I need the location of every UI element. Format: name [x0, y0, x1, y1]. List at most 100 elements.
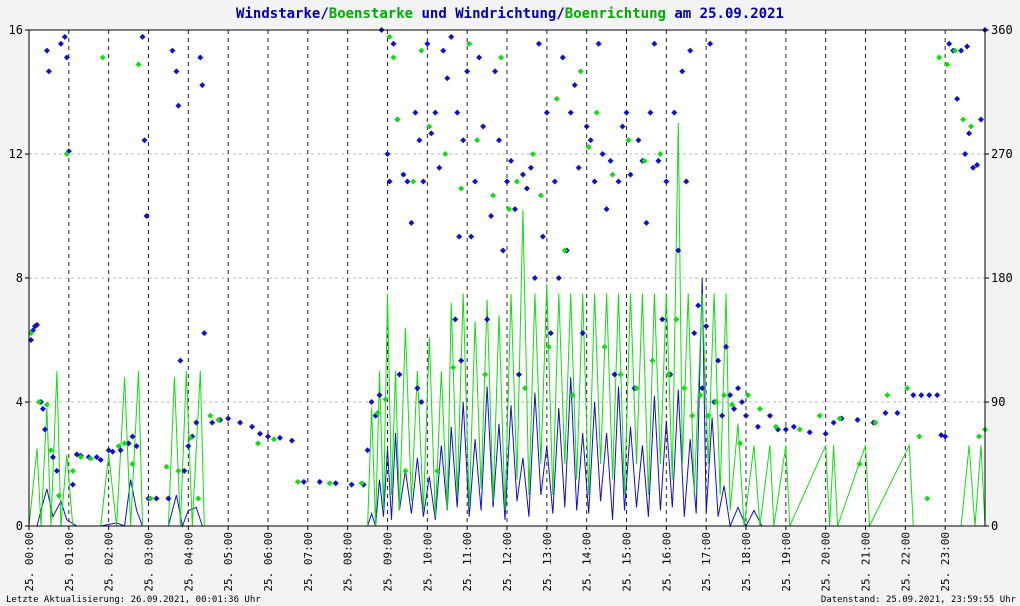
windrichtung-point — [966, 130, 973, 137]
windrichtung-point — [143, 213, 150, 219]
windrichtung-point — [715, 357, 722, 364]
footer-last-update: Letzte Aktualisierung: 26.09.2021, 00:01… — [6, 595, 261, 605]
windrichtung-point — [611, 371, 618, 378]
boenrichtung-point — [744, 392, 751, 399]
windrichtung-point — [153, 495, 160, 502]
windrichtung-point — [480, 123, 487, 130]
x-tick-label: 25. 03:00 — [143, 532, 156, 592]
boenrichtung-point — [665, 371, 672, 378]
windrichtung-point — [894, 410, 901, 417]
windrichtung-point — [49, 454, 56, 461]
x-tick-label: 25. 11:00 — [461, 532, 474, 592]
x-tick-label: 25. 09:00 — [382, 532, 395, 592]
x-tick-label: 25. 18:00 — [740, 532, 753, 592]
boenrichtung-point — [270, 436, 277, 443]
boenrichtung-point — [77, 454, 84, 461]
windrichtung-point — [970, 164, 977, 171]
windrichtung-point — [974, 162, 981, 169]
windrichtung-point — [623, 109, 630, 116]
windrichtung-point — [595, 40, 602, 47]
boenrichtung-point — [326, 480, 333, 487]
windrichtung-point — [543, 109, 550, 116]
windrichtung-point — [946, 40, 953, 47]
windrichtung-point — [109, 448, 116, 455]
windrichtung-point — [97, 456, 104, 463]
windrichtung-point — [41, 426, 48, 433]
x-tick-label: 25. 12:00 — [501, 532, 514, 592]
windrichtung-point — [412, 109, 419, 116]
windrichtung-point — [551, 178, 558, 185]
boenrichtung-point — [390, 54, 397, 61]
axis-labels: 0 4 8 12 16 0 90 180 270 360 25. 00:00 25. 01:00 25.… — [9, 23, 1013, 592]
windrichtung-point — [766, 412, 773, 419]
boenrichtung-point — [872, 419, 879, 426]
boenrichtung-point — [976, 433, 983, 440]
windrichtung-point — [332, 480, 339, 487]
windrichtung-point — [185, 443, 192, 450]
windrichtung-point — [782, 426, 789, 433]
boenrichtung-point — [358, 480, 365, 487]
boenrichtung-point — [796, 426, 803, 433]
windrichtung-point — [39, 405, 46, 412]
boenrichtung-point — [924, 495, 931, 502]
title-part-date: am 25.09.2021 — [666, 6, 784, 22]
windrichtung-point — [488, 213, 495, 219]
windrichtung-point — [69, 481, 76, 488]
boenrichtung-point — [673, 316, 680, 323]
boenrichtung-point — [129, 461, 136, 467]
windrichtung-point — [882, 410, 889, 417]
boenrichtung-point — [816, 412, 823, 419]
windrichtung-point — [376, 392, 383, 399]
boenrichtung-point — [772, 423, 779, 430]
boenrichtung-point — [374, 410, 381, 417]
windrichtung-point — [926, 392, 933, 399]
boenrichtung-point — [121, 440, 128, 447]
title-part-gust: Boenstarke — [329, 6, 413, 22]
boenrichtung-point — [63, 151, 70, 157]
x-tick-label: 25. 16:00 — [660, 532, 673, 592]
x-tick-label: 25. 01:00 — [63, 532, 76, 592]
boenrichtung-point — [529, 151, 536, 157]
boenrichtung-point — [689, 412, 696, 419]
boenrichtung-point — [474, 137, 481, 144]
boenrichtung-point — [442, 151, 449, 157]
windrichtung-point — [436, 164, 443, 171]
windrichtung-point — [193, 419, 200, 426]
windrichtung-point — [806, 429, 813, 436]
footer-data-status: Datenstand: 25.09.2021, 23:59:55 Uhr — [821, 595, 1017, 605]
windrichtung-point — [547, 330, 554, 337]
x-tick-label: 25. 13:00 — [541, 532, 554, 592]
windrichtung-point — [523, 185, 530, 192]
boenrichtung-point — [47, 447, 54, 454]
windrichtung-point — [316, 478, 323, 485]
x-tick-label: 25. 00:00 — [23, 532, 36, 592]
windrichtung-point — [444, 75, 451, 82]
windrichtung-point — [555, 275, 562, 281]
right-tick-label: 0 — [991, 519, 998, 533]
x-tick-label: 25. 22:00 — [899, 532, 912, 592]
boenrichtung-point — [537, 192, 544, 199]
windrichtung-point — [607, 157, 614, 164]
boenrichtung-point — [175, 467, 182, 474]
data-series — [27, 27, 988, 528]
boenrichtung-point — [553, 95, 560, 102]
boenrichtung-point — [43, 401, 50, 408]
boenrichtung-point — [215, 416, 222, 423]
boenrichtung-point — [394, 116, 401, 123]
windrichtung-point — [583, 123, 590, 130]
windrichtung-point — [918, 392, 925, 399]
boenrichtung-point — [434, 467, 441, 474]
windrichtung-point — [731, 405, 738, 412]
windrichtung-point — [587, 137, 594, 144]
windrichtung-point — [175, 102, 182, 109]
boenrichtung-point — [737, 440, 744, 447]
boenrichtung-point — [617, 371, 624, 378]
windrichtung-point — [476, 54, 483, 61]
boenrichtung-point — [756, 405, 763, 412]
windrichtung-point — [416, 137, 423, 144]
windrichtung-point — [139, 33, 146, 40]
windrichtung-point — [964, 43, 971, 50]
windrichtung-point — [368, 399, 375, 405]
boenrichtung-point — [561, 247, 568, 254]
boenrichtung-point — [99, 54, 106, 61]
